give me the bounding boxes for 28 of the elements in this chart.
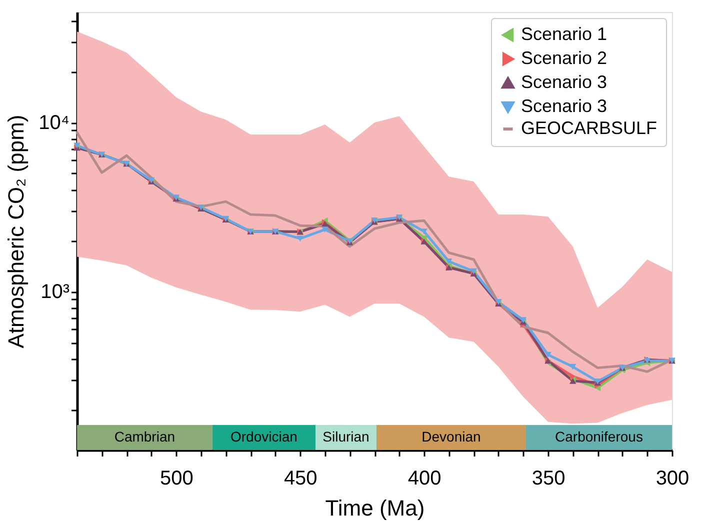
point (569, 378, 576, 384)
point (322, 226, 328, 232)
x-tick-label: 400 (408, 468, 442, 490)
legend-label: Scenario 2 (521, 48, 608, 68)
band-label: Cambrian (114, 428, 176, 444)
x-axis-title: Time (Ma) (325, 496, 425, 520)
point (570, 373, 576, 380)
legend-label: GEOCARBSULF (521, 118, 658, 138)
point (446, 258, 452, 264)
legend-label: Scenario 3 (521, 96, 608, 116)
point (544, 352, 552, 358)
legend-label: Scenario 3 (521, 72, 608, 92)
x-tick-label: 500 (160, 468, 194, 490)
band-label: Silurian (322, 428, 370, 444)
legend-label: Scenario 1 (521, 24, 608, 44)
x-tick-label: 350 (532, 468, 566, 490)
x-tick-label: 300 (656, 468, 690, 490)
y-tick-label: 10⁴ (38, 112, 70, 134)
y-axis-title: Atmospheric CO₂ (ppm) (4, 114, 29, 348)
y-tick-label: 10³ (40, 281, 70, 304)
band-label: Carboniferous (555, 428, 643, 444)
x-tick-label: 450 (284, 468, 318, 490)
point (296, 236, 304, 242)
point (569, 364, 576, 370)
point (470, 268, 478, 274)
point (420, 228, 428, 234)
band-label: Devonian (422, 428, 481, 444)
band-label: Ordovician (230, 428, 298, 444)
